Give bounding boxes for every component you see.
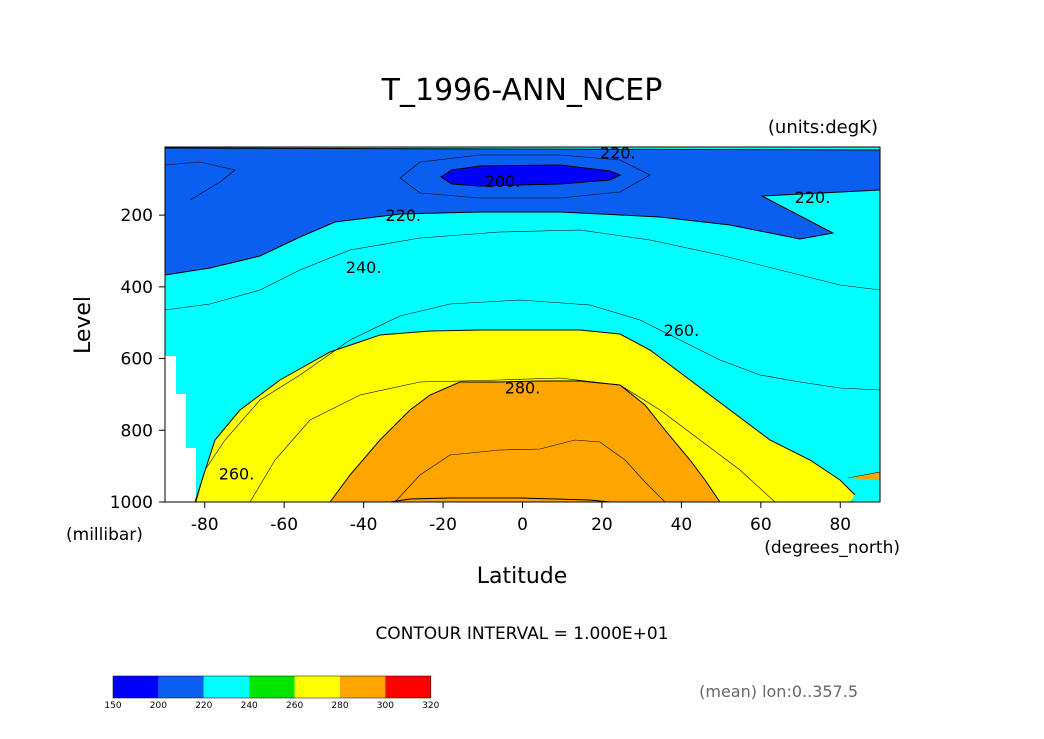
colorbar-tick-label: 150: [104, 701, 121, 711]
colorbar-tick-label: 240: [241, 701, 258, 711]
fill-280-small: [848, 472, 880, 480]
x-tick-label: 0: [517, 515, 528, 535]
colorbar-swatch: [385, 676, 431, 698]
units-label: (units:degK): [768, 117, 878, 138]
x-tick-label: -40: [350, 515, 378, 535]
colorbar-frame: [112, 675, 432, 699]
x-axis-title: Latitude: [477, 564, 568, 589]
x-tick-label: -80: [191, 515, 219, 535]
colorbar-tick-label: 220: [195, 701, 212, 711]
colorbar-tick-label: 280: [331, 701, 348, 711]
contour-interval: CONTOUR INTERVAL = 1.000E+01: [375, 624, 668, 644]
contour-label: 240.: [346, 258, 382, 277]
contour-label: 200.: [485, 172, 521, 191]
contour-label: 280.: [505, 378, 541, 397]
contour-lines: [165, 147, 880, 502]
colorbar-swatch: [340, 676, 386, 698]
colorbar-swatch: [158, 676, 204, 698]
colorbar-swatch: [203, 676, 250, 698]
x-tick-label: 40: [671, 515, 693, 535]
x-axis-unit: (degrees_north): [764, 538, 900, 558]
x-tick-label: -60: [270, 515, 298, 535]
y-tick-label: 1000: [110, 493, 153, 513]
y-axis-title: Level: [71, 296, 96, 354]
contour-label: 260.: [219, 464, 255, 483]
x-tick-label: 60: [750, 515, 772, 535]
contour-label: 220.: [795, 188, 831, 207]
y-tick-label: 200: [121, 206, 153, 226]
colorbar-swatch: [113, 676, 159, 698]
colorbar: 150 200 220 240 260 280 300 320: [104, 675, 440, 711]
x-tick-label: -20: [429, 515, 457, 535]
y-tick-label: 800: [121, 421, 153, 441]
x-tick-label: 80: [829, 515, 851, 535]
fill-180-200: [441, 165, 620, 186]
fill-280-300: [330, 381, 720, 502]
colorbar-swatch: [294, 676, 340, 698]
chart-title: T_1996-ANN_NCEP: [381, 73, 663, 108]
colorbar-tick-label: 320: [422, 701, 439, 711]
contour-label: 260.: [664, 321, 700, 340]
x-tick-label: 20: [591, 515, 613, 535]
x-axis: -80 -60 -40 -20 0 20 40 60 80: [191, 502, 851, 535]
colorbar-swatch: [249, 676, 295, 698]
missing-data: [165, 356, 196, 502]
contour-label: 220.: [600, 143, 636, 162]
y-tick-label: 600: [121, 350, 153, 370]
y-axis: 200 400 600 800 1000: [110, 206, 165, 513]
colorbar-tick-label: 200: [150, 701, 167, 711]
footnote: (mean) lon:0..357.5: [699, 682, 858, 701]
contour-label: 220.: [386, 206, 422, 225]
y-tick-label: 400: [121, 278, 153, 298]
y-axis-unit: (millibar): [66, 525, 143, 545]
contour-labels: 200. 220. 220. 220. 240. 260. 260. 280.: [219, 143, 831, 483]
colorbar-tick-label: 260: [286, 701, 303, 711]
colorbar-tick-label: 300: [377, 701, 394, 711]
